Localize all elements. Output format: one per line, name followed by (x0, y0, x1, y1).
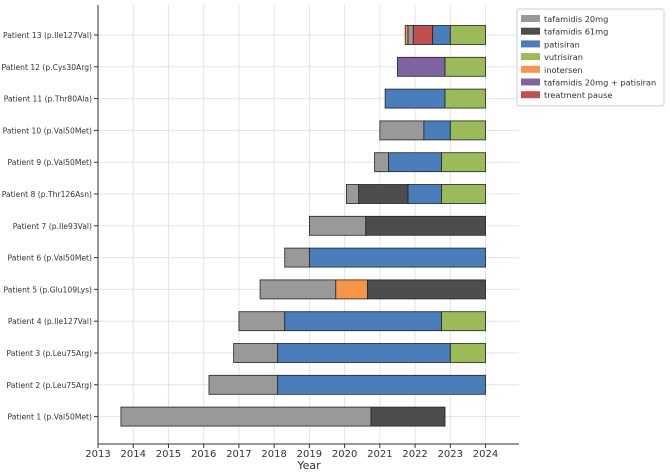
bar-patient-8-patisiran-3 (407, 184, 442, 204)
bar-patient-9-tafa20-1 (374, 152, 390, 173)
bar-patient-10-tafa20-1 (379, 120, 425, 141)
y-tick-label-patient-2: Patient 2 (p.Leu75Arg) (6, 381, 92, 390)
x-tick-label-2015: 2015 (156, 449, 181, 460)
legend-swatch-inotersen (521, 65, 540, 73)
legend-swatch-patisiran (521, 40, 540, 48)
x-tick-label-2016: 2016 (191, 449, 216, 460)
bar-patient-4-tafa20-1 (238, 311, 286, 332)
bar-patient-2-tafa20-1 (208, 374, 279, 395)
y-tick-label-patient-4: Patient 4 (p.Ile127Val) (8, 317, 92, 326)
legend: tafamidis 20mg tafamidis 61mg patisiran vut… (516, 8, 665, 107)
bar-patient-6-tafa20-1 (284, 247, 310, 268)
x-tick-label-2020: 2020 (332, 449, 357, 460)
x-tick-label-2024: 2024 (473, 449, 498, 460)
bar-patient-7-tafa20-1 (308, 215, 367, 236)
bar-patient-5-tafa61-3 (367, 279, 486, 300)
legend-frame (516, 8, 665, 107)
bar-patient-3-patisiran-2 (277, 343, 451, 363)
y-tick-label-patient-11: Patient 11 (p.Thr80Ala) (4, 95, 92, 104)
y-tick-label-patient-3: Patient 3 (p.Leu75Arg) (6, 349, 92, 358)
y-tick-label-patient-6: Patient 6 (p.Val50Met) (8, 254, 93, 263)
bar-patient-8-vutrisiran-4 (441, 184, 486, 204)
bar-patient-3-vutrisiran-3 (449, 343, 486, 363)
x-tick-label-2022: 2022 (402, 449, 427, 460)
legend-label-tafa_pati: tafamidis 20mg + patisiran (544, 78, 656, 88)
bar-patient-13-inotersen-1 (404, 25, 409, 45)
bar-patient-11-patisiran-1 (384, 88, 446, 109)
legend-swatch-pause (521, 91, 540, 99)
bar-patient-9-vutrisiran-3 (441, 152, 486, 173)
bar-patient-5-inotersen-2 (335, 279, 368, 300)
bar-patient-8-tafa20-1 (345, 184, 360, 204)
y-tick-label-patient-1: Patient 1 (p.Val50Met) (8, 413, 93, 422)
y-tick-label-patient-13: Patient 13 (p.Ile127Val) (3, 31, 92, 40)
x-tick-label-2023: 2023 (438, 449, 463, 460)
bar-patient-11-vutrisiran-2 (444, 88, 486, 109)
bar-patient-7-tafa61-2 (365, 215, 486, 236)
bar-patient-13-pause-3 (412, 25, 434, 45)
legend-label-tafa61: tafamidis 61mg (544, 27, 608, 37)
bar-patient-1-tafa61-2 (370, 406, 446, 427)
legend-label-tafa20: tafamidis 20mg (544, 14, 608, 24)
legend-swatch-tafa61 (521, 27, 540, 35)
bar-patient-10-patisiran-2 (423, 120, 451, 141)
bar-patient-13-patisiran-4 (432, 25, 451, 45)
y-tick-label-patient-5: Patient 5 (p.Glu109Lys) (3, 285, 92, 294)
x-axis-label: Year (296, 459, 321, 472)
bar-patient-4-vutrisiran-3 (441, 311, 486, 332)
bar-patient-9-patisiran-2 (388, 152, 442, 173)
x-tick-label-2013: 2013 (85, 449, 110, 460)
x-axis-tick-labels: 2013 2014 2015 2016 2017 2018 2019 2020 2021 2022… (85, 449, 498, 460)
legend-swatch-tafa_pati (521, 78, 540, 86)
x-tick-label-2021: 2021 (367, 449, 392, 460)
y-tick-label-patient-10: Patient 10 (p.Val50Met) (3, 126, 92, 135)
bar-patient-4-patisiran-2 (284, 311, 442, 332)
bar-patient-13-vutrisiran-5 (449, 25, 486, 45)
x-tick-label-2018: 2018 (261, 449, 286, 460)
legend-label-inotersen: inotersen (544, 65, 583, 75)
legend-swatch-vutrisiran (521, 53, 540, 61)
legend-label-pause: treatment pause (544, 90, 612, 100)
y-tick-label-patient-7: Patient 7 (p.Ile93Val) (13, 222, 92, 231)
y-tick-label-patient-8: Patient 8 (p.Thr126Asn) (2, 190, 92, 199)
bar-patient-3-tafa20-1 (233, 343, 279, 363)
bars-layer (120, 25, 486, 427)
bar-patient-1-tafa20-1 (120, 406, 372, 427)
x-tick-label-2017: 2017 (226, 449, 251, 460)
bar-patient-12-vutrisiran-2 (444, 56, 486, 77)
bar-patient-8-tafa61-2 (358, 184, 409, 204)
bar-patient-10-vutrisiran-3 (449, 120, 486, 141)
y-tick-label-patient-9: Patient 9 (p.Val50Met) (8, 158, 93, 167)
x-tick-label-2019: 2019 (297, 449, 322, 460)
legend-swatch-tafa20 (521, 15, 540, 22)
bar-patient-5-tafa20-1 (259, 279, 337, 300)
legend-label-vutrisiran: vutrisiran (544, 52, 583, 62)
bar-patient-13-tafa20-2 (407, 25, 414, 45)
axes (94, 5, 519, 448)
y-axis-tick-labels: Patient 1 (p.Val50Met) Patient 2 (p.Leu75… (1, 31, 92, 422)
bar-patient-2-patisiran-2 (277, 374, 486, 395)
bar-patient-12-tafa_pati-1 (397, 56, 446, 77)
y-tick-label-patient-12: Patient 12 (p.Cys30Arg) (1, 63, 92, 72)
bar-patient-6-patisiran-2 (308, 247, 486, 268)
legend-label-patisiran: patisiran (544, 39, 580, 49)
x-tick-label-2014: 2014 (121, 449, 146, 460)
